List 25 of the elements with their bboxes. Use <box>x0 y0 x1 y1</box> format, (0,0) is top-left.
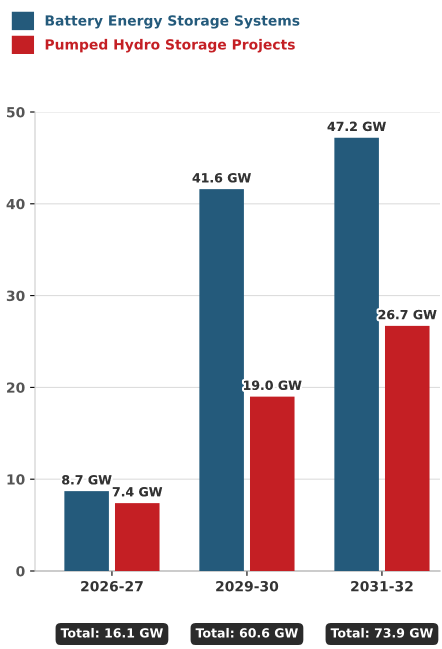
bar <box>114 503 160 571</box>
x-tick-label: 2026-27 <box>81 580 143 592</box>
text: Total: 73.9 GW <box>330 628 433 638</box>
y-tick-label: 50 <box>7 106 25 118</box>
x-tick-label: 2029-30 <box>216 580 278 592</box>
data-label: 47.2 GW <box>328 122 386 132</box>
bar <box>334 138 379 571</box>
text: Total: 60.6 GW <box>196 628 298 638</box>
y-tick-label: 40 <box>6 198 25 210</box>
legend-label: Pumped Hydro Storage Projects <box>46 38 295 52</box>
data-label: 19.0 GW <box>244 380 302 390</box>
bar <box>199 189 244 571</box>
text: Total: 16.1 GW <box>60 628 163 638</box>
y-tick-label: 30 <box>6 290 25 302</box>
y-tick-label: 20 <box>7 382 25 393</box>
data-label: 41.6 GW <box>192 173 251 183</box>
data-label: 7.4 GW <box>112 487 162 496</box>
bar <box>384 326 430 571</box>
bar <box>250 396 295 571</box>
x-tick-label: 2031-32 <box>351 580 413 592</box>
data-label: 8.7 GW <box>62 475 112 485</box>
y-tick-label: 0 <box>16 566 25 576</box>
y-tick-label: 10 <box>8 474 25 485</box>
bar <box>64 491 109 571</box>
legend-label: Battery Energy Storage Systems <box>46 15 300 29</box>
